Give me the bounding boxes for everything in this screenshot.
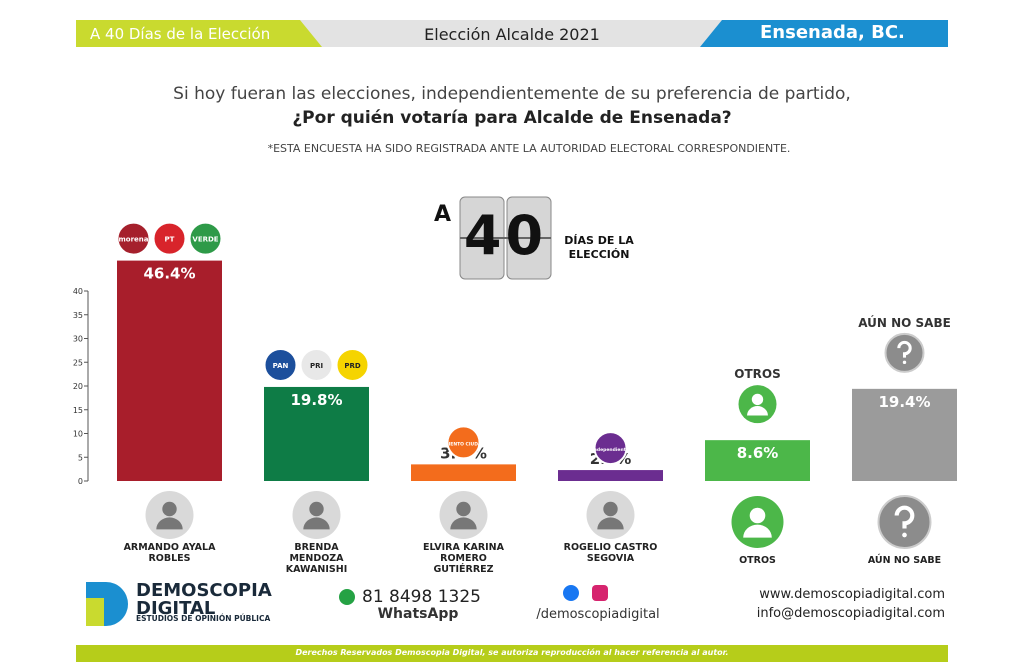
bar xyxy=(558,470,663,481)
party-logo xyxy=(446,425,481,460)
note: *ESTA ENCUESTA HA SIDO REGISTRADA ANTE L… xyxy=(267,142,791,155)
candidate-name: ELVIRA KARINA ROMERO GUTIÉRREZ xyxy=(423,542,504,575)
icon-head xyxy=(751,393,764,406)
icon-body xyxy=(597,517,624,530)
party-logo xyxy=(152,221,187,256)
party-logo xyxy=(335,347,370,382)
y-tick-label: 20 xyxy=(73,382,83,391)
header-left: A 40 Días de la Elección xyxy=(90,25,271,43)
party-logo xyxy=(263,347,298,382)
facebook-icon xyxy=(563,585,579,601)
icon-dot xyxy=(902,532,907,538)
party-name: PT xyxy=(165,236,175,244)
footer-strip xyxy=(76,645,948,662)
value-label: 19.4% xyxy=(878,393,930,411)
countdown-prefix: A xyxy=(434,202,452,227)
candidate-name: BRENDA MENDOZA KAWANISHI xyxy=(285,542,348,575)
countdown-caption: DÍAS DE LA ELECCIÓN xyxy=(564,234,634,261)
y-tick-label: 15 xyxy=(73,406,83,415)
email: info@demoscopiadigital.com xyxy=(756,606,945,621)
social: /demoscopiadigital xyxy=(536,607,660,622)
logo-bar xyxy=(86,598,104,626)
y-tick-label: 5 xyxy=(78,453,83,462)
icon-dot xyxy=(902,360,907,365)
bar xyxy=(264,386,369,481)
y-tick-label: 25 xyxy=(73,358,83,367)
y-tick-label: 30 xyxy=(73,335,83,344)
party-logo xyxy=(116,221,151,256)
party-logo xyxy=(188,221,223,256)
icon-body xyxy=(303,517,330,530)
y-tick-label: 10 xyxy=(73,430,83,439)
y-tick-label: 0 xyxy=(78,477,83,486)
icon-head xyxy=(162,501,177,517)
party-name: PRD xyxy=(344,362,361,370)
party-logo xyxy=(299,347,334,382)
bar xyxy=(411,464,516,481)
whatsapp-icon xyxy=(339,589,355,605)
candidate-name: AÚN NO SABE xyxy=(867,555,942,566)
party-logo xyxy=(593,431,628,466)
y-tick-label: 40 xyxy=(73,287,83,296)
icon-head xyxy=(456,501,471,517)
rights: Derechos Reservados Demoscopia Digital, … xyxy=(295,648,729,657)
bar xyxy=(117,260,222,481)
tagline: ESTUDIOS DE OPINIÓN PÚBLICA xyxy=(136,614,271,623)
whatsapp: WhatsApp xyxy=(377,606,459,622)
value-label: 46.4% xyxy=(143,265,195,283)
web: www.demoscopiadigital.com xyxy=(759,587,945,602)
icon-body xyxy=(743,524,772,538)
icon-head xyxy=(749,507,766,524)
header-left-bg xyxy=(76,20,322,47)
party-name: PRI xyxy=(310,362,323,370)
brand: DEMOSCOPIA DIGITAL xyxy=(136,580,272,619)
icon-body xyxy=(450,517,477,530)
header-right: Ensenada, BC. xyxy=(760,22,905,43)
bar-header: OTROS xyxy=(734,367,780,381)
phone: 81 8498 1325 xyxy=(362,587,481,607)
candidate-name: ROGELIO CASTRO SEGOVIA xyxy=(563,542,658,564)
icon-body xyxy=(747,406,768,416)
icon-head xyxy=(603,501,618,517)
value-label: 19.8% xyxy=(290,391,342,409)
icon-q xyxy=(897,340,912,358)
header-center: Elección Alcalde 2021 xyxy=(424,25,600,44)
question: Si hoy fueran las elecciones, independie… xyxy=(173,84,851,104)
party-name: PAN xyxy=(273,362,289,370)
icon-body xyxy=(156,517,183,530)
party-name: morena xyxy=(118,236,148,244)
party-name: independiente xyxy=(592,447,629,453)
party-name: VERDE xyxy=(192,236,218,244)
question: ¿Por quién votaría para Alcalde de Ensen… xyxy=(292,108,732,128)
icon-head xyxy=(309,501,324,517)
instagram-icon xyxy=(592,585,608,601)
candidate-name: OTROS xyxy=(739,555,776,566)
icon-q xyxy=(894,505,915,529)
bar xyxy=(852,388,957,481)
candidate-name: ARMANDO AYALA ROBLES xyxy=(123,542,216,564)
bar xyxy=(705,440,810,481)
value-label: 8.6% xyxy=(737,444,779,462)
bar-header: AÚN NO SABE xyxy=(858,315,951,330)
header-right-bg xyxy=(700,20,948,47)
party-name: MOVIMIENTO CIUDADANO xyxy=(431,441,497,447)
y-tick-label: 35 xyxy=(73,311,83,320)
countdown-number: 40 xyxy=(463,204,548,267)
